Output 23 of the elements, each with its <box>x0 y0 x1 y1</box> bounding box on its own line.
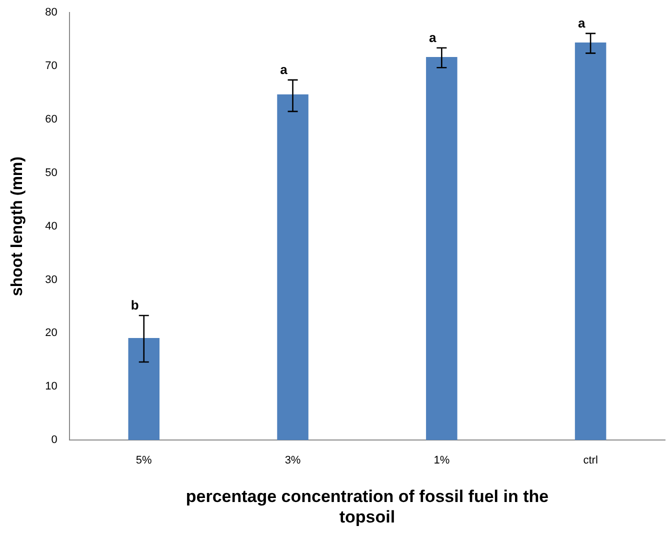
y-tick-label: 30 <box>45 274 58 286</box>
annotation: a <box>280 62 288 77</box>
y-tick-label: 50 <box>45 166 58 179</box>
bar <box>128 338 160 440</box>
y-tick-label: 40 <box>45 220 58 232</box>
x-axis-title: percentage concentration of fossil fuel in the topsoil <box>186 487 549 526</box>
y-tick-label: 60 <box>45 113 58 126</box>
bar <box>574 42 606 440</box>
y-axis-title: shoot length (mm) <box>9 156 26 296</box>
annotation: a <box>578 16 586 31</box>
x-tick-label: 1% <box>434 454 450 467</box>
y-tick-label: 80 <box>45 6 58 19</box>
y-tick-label: 10 <box>45 380 58 393</box>
x-tick-label: ctrl <box>583 454 598 467</box>
y-tick-label: 20 <box>45 327 58 340</box>
bar <box>426 56 458 440</box>
x-tick-label: 5% <box>136 454 152 467</box>
y-tick-label: 0 <box>51 434 58 446</box>
y-tick-label: 70 <box>45 60 58 72</box>
x-tick-label: 3% <box>284 454 301 467</box>
annotation: b <box>130 298 139 313</box>
bar <box>277 94 308 440</box>
annotation: a <box>429 30 438 45</box>
